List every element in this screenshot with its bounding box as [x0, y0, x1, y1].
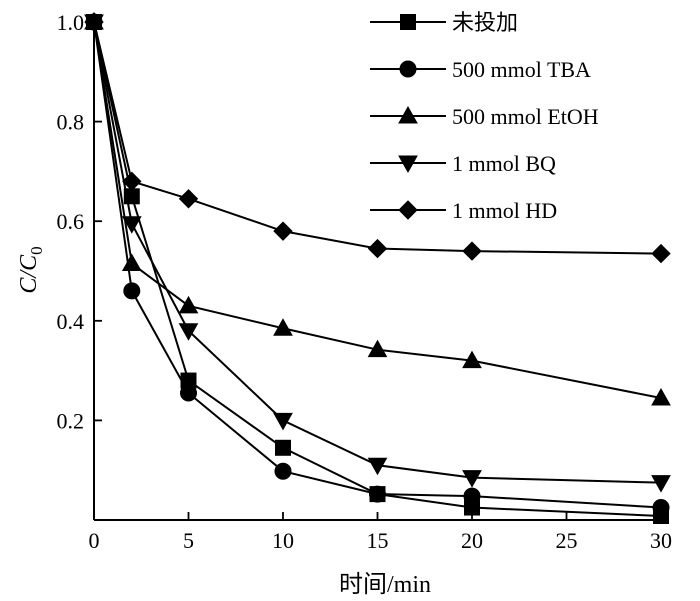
series-4 — [84, 14, 671, 493]
data-point — [275, 439, 291, 456]
legend-marker — [400, 14, 416, 30]
data-point — [462, 350, 482, 369]
data-point — [367, 339, 388, 358]
legend-marker — [399, 60, 417, 78]
legend-entry: 500 mmol EtOH — [370, 104, 599, 129]
data-point — [178, 323, 199, 341]
data-point — [178, 295, 199, 314]
data-point — [178, 189, 199, 209]
x-axis-title: 时间/min — [339, 571, 431, 598]
svg-text:C/C0: C/C0 — [16, 246, 46, 293]
y-axis-title: C/C0 — [16, 246, 46, 293]
data-point — [123, 282, 141, 300]
x-tick-label: 10 — [272, 528, 294, 553]
y-tick-label: 0.6 — [57, 209, 85, 234]
data-point — [121, 253, 142, 272]
data-point — [462, 241, 482, 261]
data-point — [367, 457, 388, 476]
y-tick-label: 0.8 — [57, 110, 85, 135]
data-point — [273, 318, 293, 336]
y-tick-label: 0.2 — [57, 408, 85, 433]
legend-entry: 500 mmol TBA — [370, 57, 591, 82]
y-axis-title-sub: 0 — [27, 246, 46, 255]
legend: 未投加 500 mmol TBA 500 mmol EtOH 1 mmol BQ 1 m… — [370, 10, 599, 223]
series-line — [93, 21, 662, 518]
axis-ticks: 0 5 10 15 20 25 30 0.2 0.4 0.6 0.8 1.0 — [57, 10, 673, 553]
legend-entry: 1 mmol HD — [370, 198, 557, 223]
y-axis-title-main: C/C — [16, 254, 42, 294]
x-tick-label: 30 — [650, 528, 672, 553]
data-point — [462, 470, 482, 488]
legend-marker — [398, 200, 418, 220]
data-point — [369, 485, 386, 503]
x-tick-label: 25 — [556, 528, 578, 553]
series-5 — [84, 12, 671, 264]
data-point — [274, 462, 292, 480]
x-tick-label: 15 — [367, 528, 389, 553]
data-point — [122, 171, 142, 192]
data-point — [463, 487, 481, 505]
legend-entry: 1 mmol BQ — [370, 151, 556, 176]
plot-area — [93, 22, 661, 521]
series-2 — [85, 13, 670, 517]
legend-entry: 未投加 — [370, 10, 518, 35]
legend-marker — [398, 105, 418, 124]
series-layer — [84, 11, 671, 525]
data-point — [180, 384, 197, 402]
legend-label: 1 mmol BQ — [452, 151, 556, 176]
y-tick-label: 1.0 — [57, 10, 85, 35]
legend-label: 500 mmol EtOH — [452, 104, 599, 129]
data-point — [367, 238, 388, 259]
data-point — [121, 216, 142, 234]
series-line — [93, 21, 662, 509]
x-tick-label: 5 — [183, 528, 194, 553]
data-point — [652, 499, 670, 517]
data-point — [651, 387, 671, 406]
data-point — [651, 243, 671, 264]
data-point — [651, 475, 671, 493]
data-point — [273, 221, 293, 241]
legend-marker — [398, 155, 418, 174]
x-tick-label: 0 — [89, 528, 100, 553]
x-tick-label: 20 — [461, 528, 483, 553]
series-1 — [86, 14, 669, 525]
legend-label: 1 mmol HD — [452, 198, 557, 223]
y-tick-label: 0.4 — [57, 309, 85, 334]
legend-label: 500 mmol TBA — [452, 57, 591, 82]
data-point — [273, 412, 293, 431]
data-point — [84, 12, 104, 32]
legend-label: 未投加 — [452, 10, 518, 35]
